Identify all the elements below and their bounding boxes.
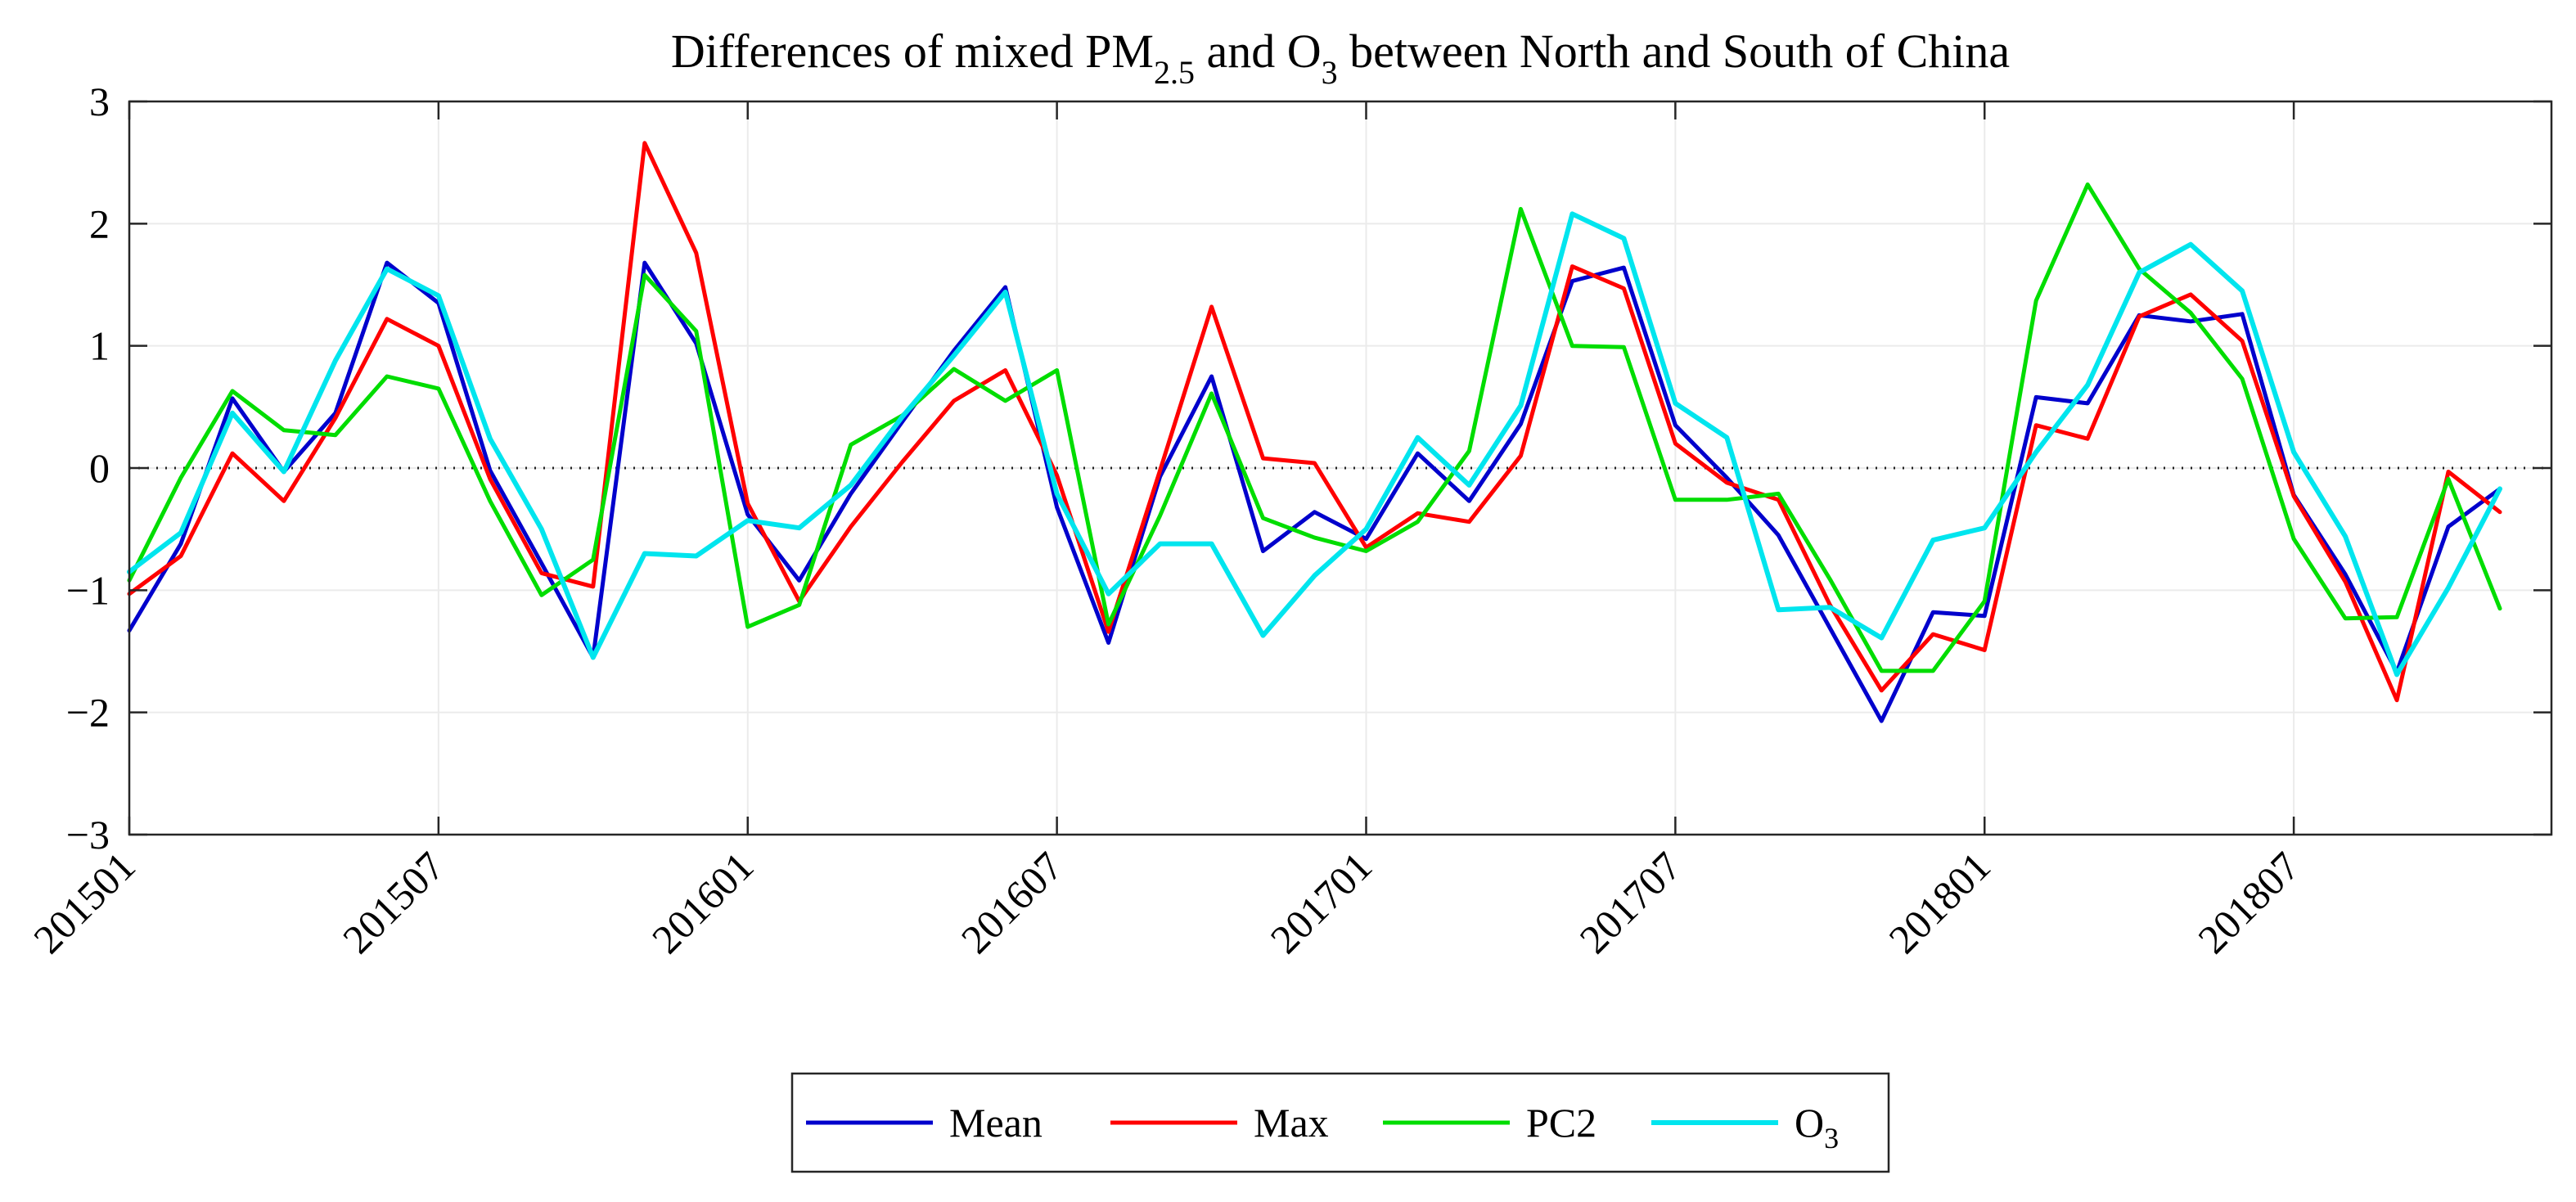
legend-label-text: O xyxy=(1795,1100,1824,1146)
y-axis-ticks: −3 −2 −1 0 1 2 3 xyxy=(66,79,2551,858)
y-tick-label: 3 xyxy=(89,79,110,124)
x-tick-label: 201701 xyxy=(1262,843,1381,962)
y-tick-label: 0 xyxy=(89,445,110,491)
title-text-prefix: Differences of mixed PM xyxy=(671,25,1154,78)
chart-title-group: Differences of mixed PM2.5 and O3 betwee… xyxy=(671,25,2010,91)
x-tick-label: 201507 xyxy=(334,843,453,962)
x-tick-label: 201607 xyxy=(952,843,1072,962)
legend-label-pc2: PC2 xyxy=(1526,1100,1596,1146)
x-tick-label: 201801 xyxy=(1880,843,1999,962)
x-tick-label: 201501 xyxy=(25,843,144,962)
series-line-o3 xyxy=(127,211,2502,678)
y-tick-label: −3 xyxy=(66,812,110,858)
legend-label-o3: O3 xyxy=(1795,1100,1839,1155)
legend-label-text: Max xyxy=(1254,1100,1329,1146)
chart-title: Differences of mixed PM2.5 and O3 betwee… xyxy=(671,25,2010,91)
legend-label-text: PC2 xyxy=(1526,1100,1596,1146)
x-tick-label: 201601 xyxy=(643,843,763,962)
y-tick-label: −2 xyxy=(66,690,110,736)
series-line-max xyxy=(127,141,2502,703)
legend-label-mean: Mean xyxy=(949,1100,1043,1146)
legend-label-text: Mean xyxy=(949,1100,1043,1146)
grid xyxy=(129,101,2551,835)
legend-label-max: Max xyxy=(1254,1100,1329,1146)
series-line-mean xyxy=(127,260,2502,723)
title-text-middle: and O xyxy=(1195,25,1322,78)
y-tick-label: 2 xyxy=(89,200,110,246)
title-subscript-pm: 2.5 xyxy=(1154,54,1195,91)
legend: Mean Max PC2 O3 xyxy=(790,1072,1890,1173)
y-tick-label: −1 xyxy=(66,567,110,613)
y-tick-label: 1 xyxy=(89,323,110,369)
x-tick-label: 201707 xyxy=(1570,843,1690,962)
series-group xyxy=(127,141,2502,723)
title-subscript-o3: 3 xyxy=(1322,54,1338,91)
legend-label-subscript: 3 xyxy=(1824,1122,1839,1155)
title-text-suffix: between North and South of China xyxy=(1338,25,2011,78)
series-line-pc2 xyxy=(127,182,2502,673)
x-tick-label: 201807 xyxy=(2189,843,2308,962)
